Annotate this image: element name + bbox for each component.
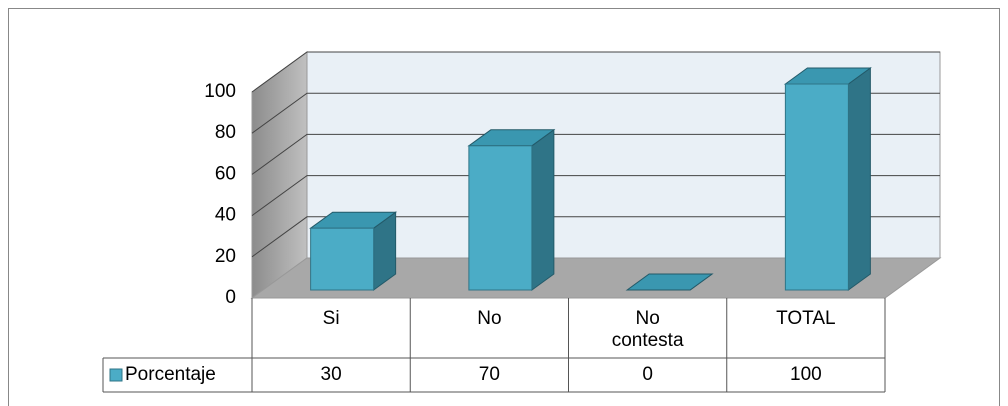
table-value: 30 [252, 358, 410, 392]
side-wall [251, 51, 308, 299]
category-label: TOTAL [727, 308, 885, 358]
legend-label: Porcentaje [125, 358, 252, 392]
grid-line [251, 51, 940, 93]
table-value-text: 100 [790, 364, 822, 385]
table-value: 70 [410, 358, 568, 392]
y-tick-label: 40 [215, 205, 236, 226]
category-label-text: Si [322, 308, 340, 329]
bar-front [468, 145, 533, 291]
bar-front [784, 83, 849, 291]
category-label: Si [252, 308, 410, 358]
grid-line [251, 175, 940, 217]
table-value: 100 [727, 358, 885, 392]
legend-swatch [109, 368, 123, 382]
category-label: No contesta [569, 308, 727, 358]
bar [625, 273, 714, 291]
bar-front [310, 227, 375, 291]
y-tick-label: 20 [215, 246, 236, 267]
category-label-text: No [477, 308, 502, 329]
y-tick-label: 80 [215, 122, 236, 143]
bar-side [847, 67, 871, 291]
bar [309, 211, 398, 291]
grid-line [251, 216, 940, 258]
table-value-text: 70 [478, 364, 500, 385]
bar [783, 67, 872, 291]
chart-border [8, 8, 1000, 406]
bar [467, 128, 556, 291]
table-value-text: 0 [642, 364, 653, 385]
grid-line [251, 133, 940, 175]
floor [250, 257, 942, 299]
y-tick-label: 100 [204, 81, 236, 102]
table-value-text: 30 [320, 364, 342, 385]
category-label: No [410, 308, 568, 358]
grid-line [251, 92, 940, 134]
category-label-text: No contesta [611, 308, 684, 351]
legend-label-text: Porcentaje [125, 364, 216, 385]
table-value: 0 [569, 358, 727, 392]
bar-top [625, 273, 714, 291]
category-label-text: TOTAL [776, 308, 836, 329]
y-tick-label: 60 [215, 163, 236, 184]
bar-side [531, 128, 555, 291]
y-tick-label: 0 [225, 287, 236, 308]
